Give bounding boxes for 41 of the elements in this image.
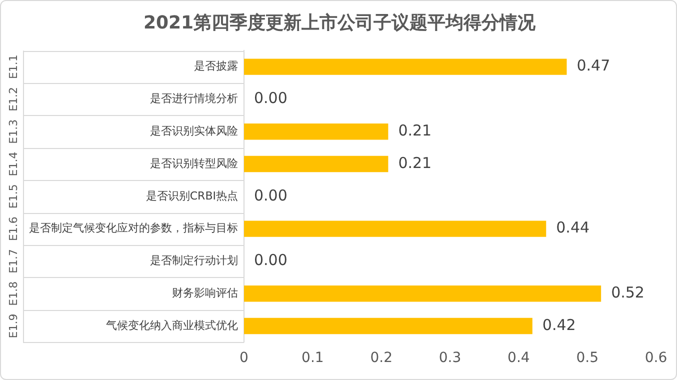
bar bbox=[244, 156, 388, 172]
x-tick-label: 0.5 bbox=[576, 350, 598, 366]
y-tick-label: 是否识别实体风险 bbox=[150, 124, 238, 138]
text: E1.4 bbox=[6, 152, 20, 176]
y-tick-label: 财务影响评估 bbox=[172, 286, 238, 300]
text: E1.9 bbox=[6, 314, 20, 338]
text: E1.2 bbox=[6, 86, 20, 112]
data-label: 0.52 bbox=[611, 283, 644, 302]
bar bbox=[244, 124, 388, 140]
text: E1.8 bbox=[6, 281, 20, 306]
y-tick-label: 是否制定行动计划 bbox=[150, 254, 238, 268]
x-tick-label: 0.2 bbox=[370, 350, 392, 366]
chart-title: 2021第四季度更新上市公司子议题平均得分情况 bbox=[143, 12, 537, 34]
y-tick-label: 是否进行情境分析 bbox=[150, 92, 238, 106]
x-tick-label: 0.3 bbox=[438, 350, 462, 366]
data-label: 0.21 bbox=[398, 121, 432, 140]
bar bbox=[244, 286, 602, 302]
bar bbox=[244, 220, 546, 237]
x-tick-label: 0.6 bbox=[644, 350, 668, 366]
y-tick-label: 是否识别CRBI热点 bbox=[146, 189, 238, 202]
data-label: 0.21 bbox=[398, 154, 432, 172]
text: E1.5 bbox=[6, 184, 20, 209]
data-label: 0.00 bbox=[254, 89, 288, 108]
y-tick-label: 是否制定气候变化应对的参数，指标与目标 bbox=[29, 222, 238, 235]
bar bbox=[244, 318, 532, 334]
y-tick-label: 是否识别转型风险 bbox=[150, 156, 238, 170]
data-label: 0.00 bbox=[254, 251, 288, 270]
text: E1.6 bbox=[6, 216, 20, 242]
x-tick-label: 0.1 bbox=[302, 350, 324, 366]
data-label: 0.47 bbox=[576, 56, 610, 75]
data-label: 0.00 bbox=[254, 186, 288, 204]
text: E1.1 bbox=[6, 54, 20, 80]
data-label: 0.42 bbox=[542, 316, 576, 334]
data-label: 0.44 bbox=[556, 218, 590, 237]
bar bbox=[244, 58, 567, 75]
text: E1.7 bbox=[6, 248, 20, 274]
x-tick-label: 0.4 bbox=[508, 350, 530, 366]
y-tick-label: 是否披露 bbox=[194, 60, 238, 73]
text: E1.3 bbox=[6, 119, 20, 144]
x-tick-label: 0 bbox=[240, 350, 248, 366]
y-tick-label: 气候变化纳入商业模式优化 bbox=[106, 318, 238, 332]
